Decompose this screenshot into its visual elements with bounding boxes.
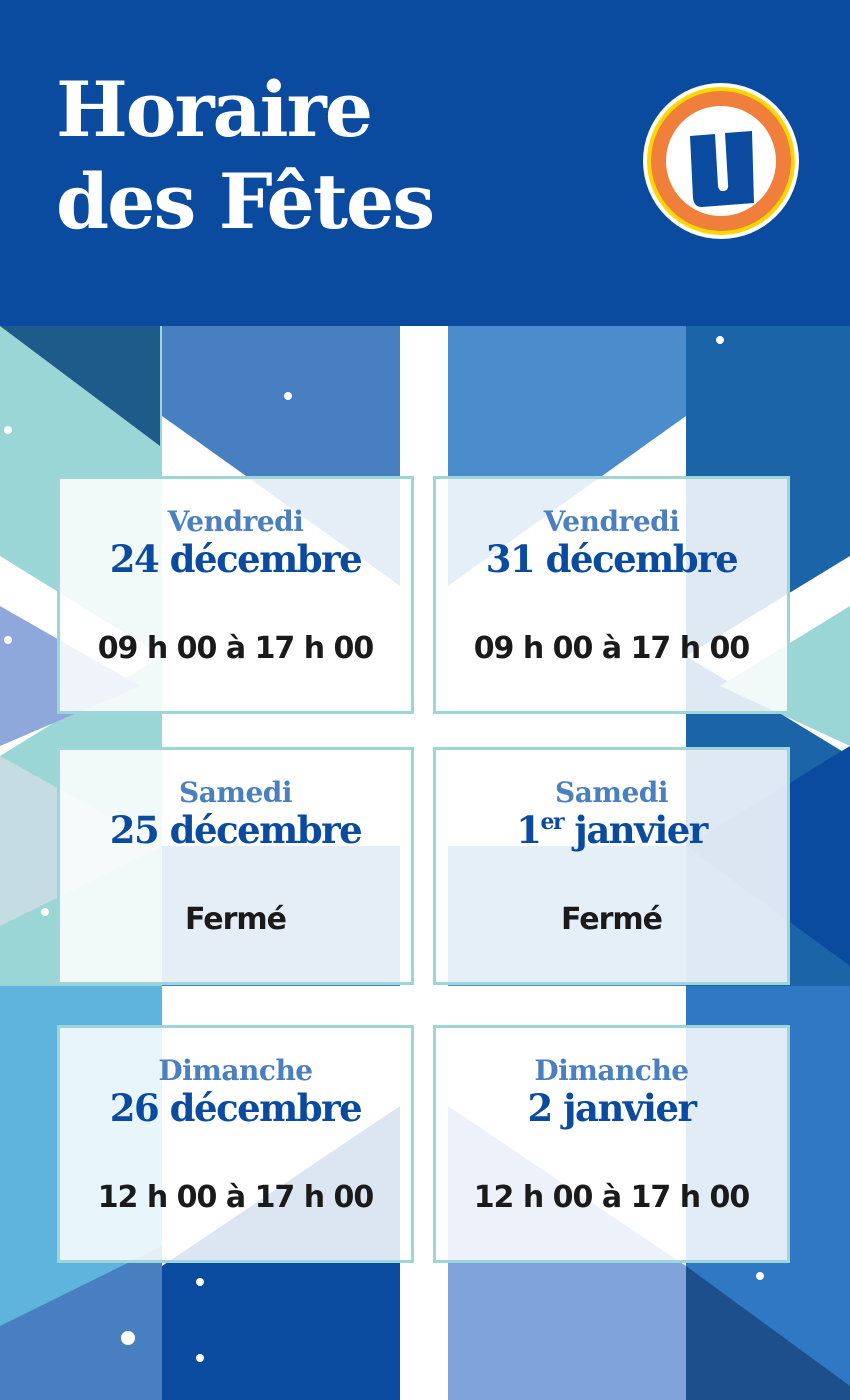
- opening-hours: 12 h 00 à 17 h 00: [97, 1180, 375, 1215]
- day-name: Vendredi: [543, 505, 680, 538]
- day-name: Samedi: [178, 776, 293, 809]
- page-title: Horaire des Fêtes: [56, 64, 435, 248]
- date-number: 31: [485, 537, 536, 581]
- date-number: 1: [516, 808, 542, 852]
- day-name: Dimanche: [534, 1054, 689, 1087]
- day-name: Vendredi: [167, 505, 304, 538]
- date-month: décembre: [534, 537, 739, 581]
- date-ordinal: er: [540, 809, 564, 835]
- date-number: 2: [527, 1086, 554, 1130]
- header-banner: Horaire des Fêtes: [0, 0, 850, 326]
- title-line-2: des Fêtes: [56, 157, 435, 246]
- schedule-card: Samedi 25 décembre Fermé: [57, 747, 414, 985]
- opening-hours: Fermé: [560, 902, 663, 937]
- schedule-card: Vendredi 31 décembre 09 h 00 à 17 h 00: [433, 476, 790, 714]
- date-month: décembre: [158, 1086, 363, 1130]
- opening-hours: Fermé: [184, 902, 287, 937]
- schedule-card: Vendredi 24 décembre 09 h 00 à 17 h 00: [57, 476, 414, 714]
- date-month: janvier: [551, 1086, 697, 1130]
- date-month: décembre: [158, 537, 363, 581]
- schedule-card: Dimanche 2 janvier 12 h 00 à 17 h 00: [433, 1025, 790, 1263]
- date-label: 31 décembre: [436, 537, 787, 581]
- date-label: 1er janvier: [436, 808, 787, 852]
- opening-hours: 09 h 00 à 17 h 00: [473, 631, 751, 666]
- date-label: 26 décembre: [60, 1086, 411, 1130]
- date-number: 25: [109, 808, 160, 852]
- schedule-card: Dimanche 26 décembre 12 h 00 à 17 h 00: [57, 1025, 414, 1263]
- date-number: 24: [109, 537, 160, 581]
- store-logo-icon: [643, 83, 799, 239]
- date-month: décembre: [158, 808, 363, 852]
- opening-hours: 12 h 00 à 17 h 00: [473, 1180, 751, 1215]
- date-label: 24 décembre: [60, 537, 411, 581]
- date-label: 2 janvier: [436, 1086, 787, 1130]
- date-label: 25 décembre: [60, 808, 411, 852]
- day-name: Dimanche: [158, 1054, 313, 1087]
- date-number: 26: [109, 1086, 160, 1130]
- title-line-1: Horaire: [56, 65, 373, 154]
- opening-hours: 09 h 00 à 17 h 00: [97, 631, 375, 666]
- date-month: janvier: [563, 808, 708, 852]
- schedule-card: Samedi 1er janvier Fermé: [433, 747, 790, 985]
- day-name: Samedi: [554, 776, 669, 809]
